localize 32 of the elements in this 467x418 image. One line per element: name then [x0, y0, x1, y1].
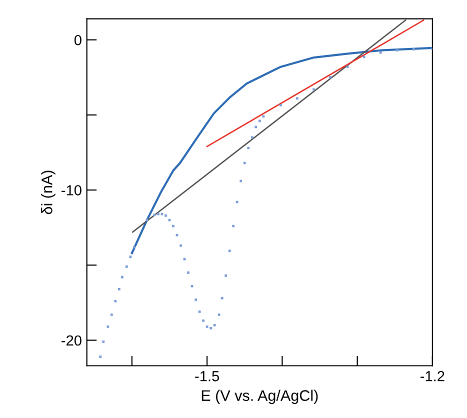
point	[198, 310, 201, 313]
point	[396, 49, 398, 52]
point	[228, 250, 231, 252]
point	[206, 325, 208, 328]
point	[254, 126, 258, 128]
point	[118, 288, 120, 290]
x-tick-label: -1.2	[420, 370, 444, 382]
x-axis-title: E (V vs. Ag/AgCl)	[202, 390, 318, 404]
point	[379, 51, 382, 54]
y-tick-label: 0	[74, 34, 82, 46]
point	[114, 300, 117, 302]
point	[346, 66, 349, 68]
point	[262, 115, 265, 118]
point	[106, 325, 110, 328]
point	[110, 313, 113, 316]
y-axis-title: δi (nA)	[41, 170, 56, 214]
point	[279, 104, 282, 106]
point	[220, 296, 224, 300]
point	[224, 274, 228, 277]
point	[120, 276, 124, 278]
point	[129, 256, 132, 258]
line-series	[130, 46, 432, 254]
point	[258, 120, 261, 122]
point	[132, 246, 136, 248]
x-tick-label: -1.5	[195, 371, 220, 382]
y-tick-label: -10	[62, 185, 82, 196]
point	[218, 313, 220, 316]
point	[213, 324, 216, 326]
point	[202, 319, 205, 322]
point	[232, 224, 235, 228]
point	[125, 265, 128, 268]
y-tick-label: -20	[62, 335, 82, 346]
